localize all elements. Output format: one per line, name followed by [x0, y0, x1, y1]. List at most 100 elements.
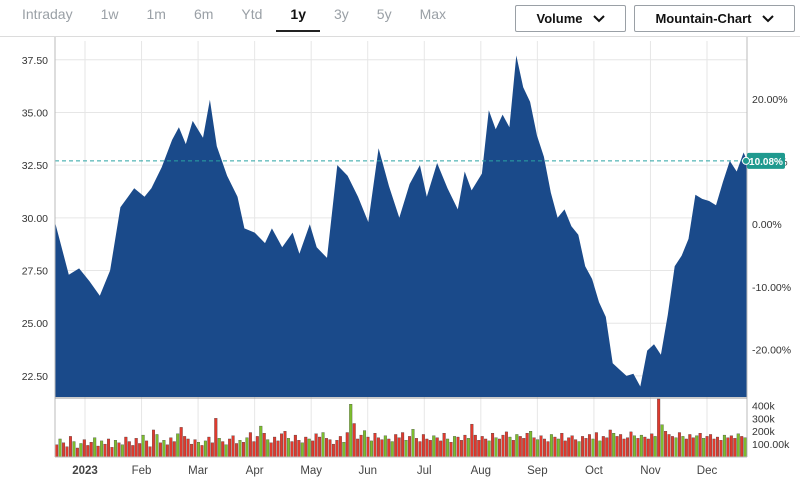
volume-bar: [695, 435, 699, 458]
volume-bar: [370, 440, 373, 458]
volume-bar: [709, 434, 713, 458]
volume-bar: [560, 433, 564, 458]
volume-bar: [68, 436, 72, 458]
volume-bar: [96, 445, 100, 458]
month-label: Nov: [640, 465, 661, 477]
volume-bar: [498, 438, 501, 458]
volume-bar: [79, 443, 83, 458]
volume-bar: [307, 438, 311, 458]
tab-3y[interactable]: 3y: [334, 6, 349, 22]
volume-bar: [511, 440, 515, 458]
volume-bar: [553, 436, 557, 458]
volume-bar: [145, 440, 149, 458]
tab-intraday[interactable]: Intraday: [22, 6, 73, 22]
volume-bar: [632, 435, 636, 458]
volume-bar: [463, 434, 467, 458]
percent-tick-label: -10.00%: [752, 282, 791, 294]
volume-bar: [349, 404, 353, 458]
volume-bar: [311, 440, 315, 458]
volume-bar: [563, 440, 567, 458]
month-label: Jul: [417, 465, 432, 477]
volume-bar: [643, 436, 647, 458]
volume-bar: [221, 441, 225, 458]
volume-bar: [314, 433, 318, 458]
tab-5y[interactable]: 5y: [376, 6, 392, 22]
volume-bar: [321, 432, 325, 458]
volume-bar: [172, 441, 176, 458]
volume-bar: [626, 437, 630, 458]
volume-bar: [165, 444, 169, 458]
volume-bar: [411, 429, 415, 458]
volume-bar: [297, 440, 301, 458]
range-tabs: Intraday 1w 1m 6m Ytd 1y 3y 5y Max: [8, 0, 460, 34]
tab-1w[interactable]: 1w: [100, 6, 119, 22]
volume-bar: [487, 440, 491, 458]
volume-bar: [359, 434, 363, 458]
volume-bar: [138, 443, 142, 458]
volume-bar: [259, 425, 263, 458]
chart-type-dropdown[interactable]: Mountain-Chart: [634, 5, 795, 32]
volume-bar: [231, 435, 235, 458]
tab-ytd[interactable]: Ytd: [241, 6, 263, 22]
volume-dropdown-label: Volume: [536, 11, 583, 26]
volume-bar: [491, 433, 495, 458]
price-tick-label: 30.00: [22, 213, 48, 225]
volume-bar: [152, 429, 155, 458]
volume-bar: [193, 439, 197, 458]
volume-bar: [567, 437, 571, 458]
volume-dropdown[interactable]: Volume: [515, 5, 626, 32]
volume-bar: [120, 444, 124, 458]
tab-max[interactable]: Max: [419, 6, 447, 22]
volume-bar: [65, 446, 69, 458]
volume-tick-label: 400k: [752, 400, 776, 412]
price-tick-label: 37.50: [22, 55, 48, 67]
volume-bar: [453, 436, 457, 458]
tab-1y[interactable]: 1y: [276, 0, 320, 32]
volume-bar: [484, 438, 488, 458]
volume-bar: [394, 434, 398, 458]
volume-bar: [169, 437, 173, 458]
volume-bar: [117, 442, 121, 458]
volume-bar: [387, 438, 391, 458]
price-tick-label: 25.00: [22, 318, 48, 330]
volume-bar: [601, 436, 605, 458]
tab-1m[interactable]: 1m: [146, 6, 166, 22]
volume-bar: [733, 438, 737, 458]
price-area: [55, 55, 747, 397]
volume-bar: [466, 438, 470, 458]
volume-bar: [581, 436, 585, 458]
volume-bar: [546, 441, 550, 458]
volume-bar: [688, 434, 692, 458]
volume-bar: [186, 438, 190, 458]
volume-bar: [82, 439, 86, 458]
volume-bar: [477, 440, 481, 458]
volume-bar: [328, 439, 332, 458]
month-label: Aug: [471, 465, 491, 477]
volume-bar: [719, 440, 723, 458]
volume-bar: [480, 436, 484, 458]
volume-bar: [210, 442, 214, 458]
volume-bar: [743, 437, 747, 458]
volume-bar: [241, 442, 245, 458]
volume-bar: [342, 442, 346, 458]
volume-bar: [681, 436, 685, 458]
volume-bar: [200, 445, 204, 458]
volume-bar: [459, 440, 463, 458]
percent-tick-label: -20.00%: [752, 344, 791, 356]
volume-bar: [653, 436, 657, 458]
volume-bar: [508, 436, 512, 458]
volume-bar: [543, 438, 546, 458]
volume-bar: [390, 441, 394, 458]
volume-bar: [570, 435, 574, 458]
volume-bar: [345, 432, 349, 458]
tab-6m[interactable]: 6m: [193, 6, 214, 22]
volume-bar: [107, 438, 111, 458]
volume-bar: [62, 442, 66, 458]
volume-bar: [449, 442, 453, 458]
volume-bar: [397, 437, 401, 458]
volume-bar: [380, 439, 384, 458]
volume-bar: [224, 444, 228, 458]
month-label: Jun: [358, 465, 377, 477]
price-tick-label: 32.50: [22, 160, 48, 172]
volume-bar: [646, 438, 650, 458]
